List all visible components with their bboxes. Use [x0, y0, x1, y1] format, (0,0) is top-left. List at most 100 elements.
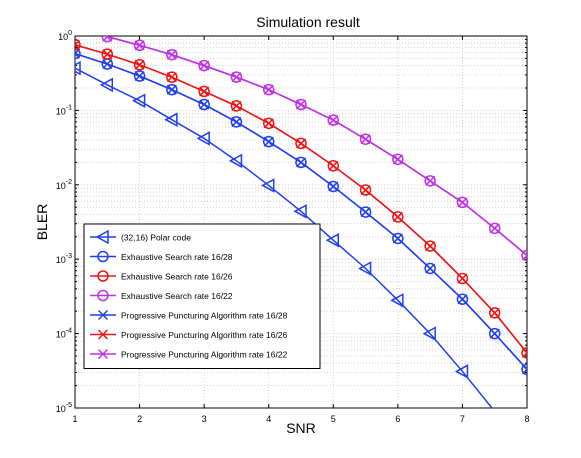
- data-point: [488, 222, 501, 235]
- x-tick-label: 8: [524, 414, 529, 424]
- data-point: [392, 233, 403, 244]
- x-tick-label: 7: [460, 414, 465, 424]
- data-point: [521, 347, 527, 358]
- data-point: [392, 154, 403, 165]
- data-point: [359, 206, 372, 218]
- legend-label: (32,16) Polar code: [121, 233, 191, 243]
- data-point: [425, 263, 436, 274]
- data-point: [262, 117, 275, 130]
- y-tick-label: 10-2: [56, 179, 72, 191]
- data-point: [521, 363, 527, 376]
- x-tick-label: 5: [331, 414, 336, 424]
- data-point: [392, 211, 403, 222]
- data-point: [521, 250, 527, 261]
- data-point: [75, 39, 81, 50]
- data-point: [164, 112, 178, 127]
- legend-marker: [97, 270, 109, 282]
- legend-label: Exhaustive Search rate 16/26: [121, 272, 233, 282]
- data-point: [295, 99, 307, 110]
- data-point: [457, 294, 468, 305]
- plot-frame: [74, 35, 528, 409]
- data-point: [199, 60, 210, 71]
- series-0: [75, 60, 493, 408]
- data-point: [456, 293, 469, 305]
- data-point: [295, 138, 307, 149]
- data-point: [359, 184, 372, 196]
- data-point: [489, 223, 500, 234]
- legend-marker: [95, 229, 109, 245]
- data-point: [390, 293, 404, 308]
- legend: (32,16) Polar code Exhaustive Search rate…: [83, 223, 321, 369]
- series-5: [75, 39, 527, 358]
- data-point: [360, 185, 371, 196]
- y-tick-label: 10-3: [56, 253, 72, 265]
- data-point: [102, 36, 113, 42]
- series-4: [75, 48, 527, 375]
- data-point: [456, 196, 469, 209]
- x-tick-label: 3: [202, 414, 207, 424]
- data-point: [133, 39, 146, 52]
- data-point: [198, 98, 210, 111]
- legend-label: Progressive Puncturing Algorithm rate 16…: [121, 350, 288, 360]
- data-point: [166, 48, 178, 61]
- data-point: [327, 160, 340, 172]
- legend-label: Progressive Puncturing Algorithm rate 16…: [121, 330, 288, 340]
- data-point: [262, 83, 275, 96]
- data-point: [425, 241, 436, 252]
- data-point: [328, 115, 339, 126]
- data-point: [196, 131, 210, 146]
- data-point: [422, 326, 436, 341]
- legend-marker: [97, 309, 109, 321]
- data-point: [230, 116, 243, 128]
- data-point: [424, 262, 436, 275]
- data-point: [166, 71, 178, 83]
- data-point: [228, 153, 243, 169]
- chart-title: Simulation result: [256, 14, 360, 30]
- legend-label: Exhaustive Search rate 16/22: [121, 291, 233, 301]
- data-point: [457, 273, 468, 284]
- data-point: [295, 157, 307, 168]
- legend-label: Exhaustive Search rate 16/28: [121, 252, 233, 262]
- data-point: [231, 100, 242, 111]
- data-point: [328, 160, 339, 171]
- data-point: [75, 47, 81, 60]
- data-point: [392, 153, 404, 166]
- data-point: [360, 207, 371, 218]
- data-point: [358, 261, 372, 276]
- data-point: [134, 40, 145, 51]
- data-point: [75, 48, 81, 59]
- data-point: [166, 49, 177, 60]
- data-point: [134, 59, 145, 70]
- data-point: [133, 59, 146, 71]
- data-point: [424, 240, 436, 252]
- data-point: [456, 272, 469, 285]
- data-point: [263, 84, 274, 95]
- data-point: [199, 99, 210, 110]
- x-tick-label: 6: [395, 414, 400, 424]
- x-tick-label: 1: [72, 414, 77, 424]
- data-point: [262, 135, 275, 148]
- data-point: [360, 134, 371, 145]
- data-point: [263, 136, 274, 147]
- x-tick-label: 2: [137, 414, 142, 424]
- series-group: [75, 36, 527, 408]
- data-point: [198, 59, 210, 72]
- data-point: [166, 83, 178, 96]
- legend-marker: [97, 348, 109, 360]
- data-point: [489, 307, 500, 318]
- data-point: [102, 49, 113, 60]
- data-point: [75, 39, 81, 51]
- data-point: [166, 84, 177, 95]
- series-6: [102, 36, 527, 261]
- legend-marker: [97, 329, 109, 340]
- series-line: [107, 36, 527, 257]
- data-point: [392, 232, 404, 245]
- data-point: [327, 180, 340, 193]
- data-point: [521, 364, 527, 375]
- y-tick-label: 10-4: [56, 328, 72, 340]
- axis-ticks: 1 2 3 4 5 6 7 8 100 10-1 10-2 10-3 10-4 10-5: [56, 30, 530, 424]
- legend-marker: [97, 250, 109, 263]
- data-point: [328, 181, 339, 192]
- data-point: [489, 328, 500, 339]
- y-tick-label: 10-1: [56, 104, 72, 116]
